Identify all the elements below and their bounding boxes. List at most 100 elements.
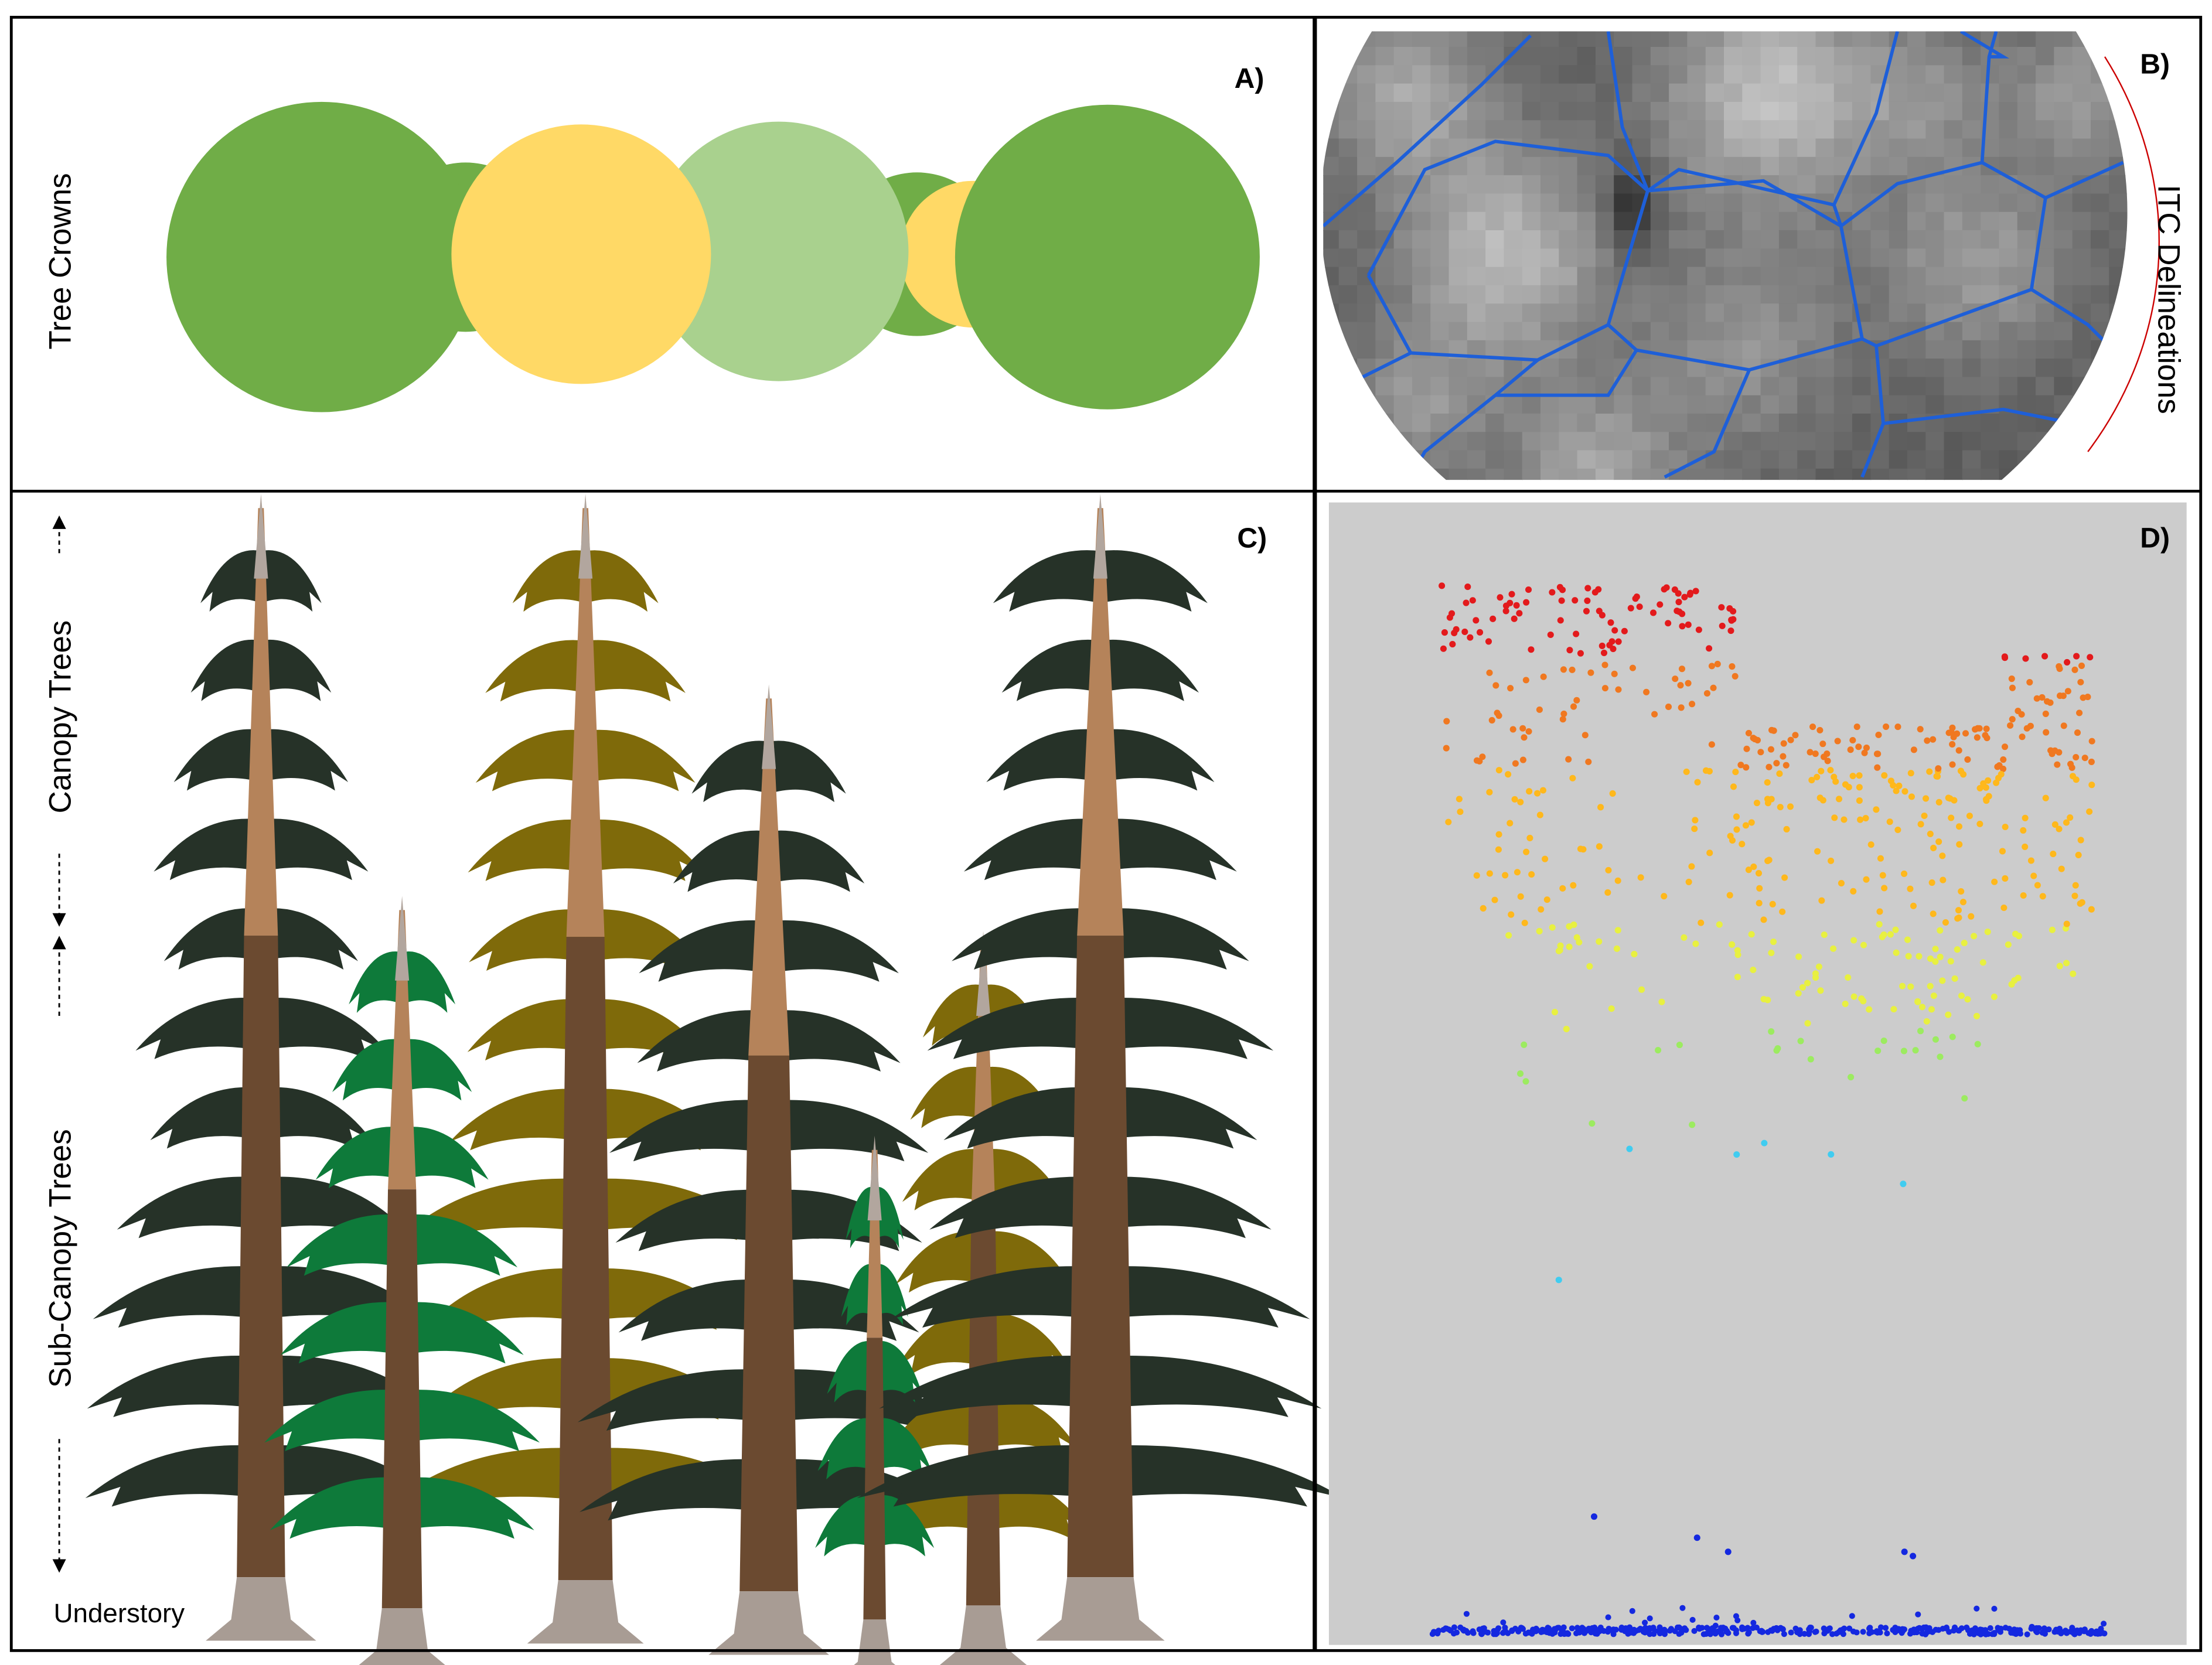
pixel — [1485, 303, 1505, 323]
point — [2076, 709, 2083, 717]
pixel — [1687, 303, 1706, 323]
pixel — [2017, 83, 2037, 103]
branch — [117, 1176, 261, 1238]
pixel — [1632, 83, 1652, 103]
delineation — [1495, 349, 1638, 397]
point — [1915, 1611, 1921, 1618]
point — [1658, 998, 1665, 1005]
point — [1674, 608, 1681, 615]
pixel — [1760, 101, 1780, 121]
pixel — [1723, 47, 1743, 66]
point — [1935, 838, 1942, 845]
point — [1626, 1145, 1633, 1152]
point — [2009, 684, 2016, 691]
point — [1817, 987, 1824, 994]
pixel — [1540, 120, 1560, 139]
pixel — [1540, 193, 1560, 213]
point — [1983, 735, 1991, 742]
pixel — [1852, 230, 1872, 250]
point — [1440, 645, 1447, 652]
pixel — [1870, 156, 1890, 176]
pixel — [1577, 377, 1597, 396]
point — [1964, 996, 1971, 1003]
pixel — [1742, 395, 1761, 415]
point — [1492, 682, 1499, 689]
pixel — [1870, 450, 1890, 470]
pixel — [1944, 450, 1964, 470]
pixel — [1467, 101, 1487, 121]
pixel — [1907, 395, 1927, 415]
pixel — [1669, 47, 1688, 66]
point — [1937, 953, 1944, 961]
point — [1597, 804, 1604, 811]
pixel — [1540, 413, 1560, 433]
point — [1886, 818, 1893, 825]
branch — [983, 1396, 1078, 1457]
pixel — [1650, 83, 1670, 103]
pixel — [2036, 83, 2055, 103]
pixel — [1742, 120, 1761, 139]
point — [1881, 772, 1888, 779]
pixel — [1687, 322, 1706, 341]
pixel — [1797, 65, 1816, 84]
pixel — [2072, 340, 2092, 360]
pixel — [1925, 432, 1945, 451]
pixel — [1467, 377, 1487, 396]
pixel — [1925, 83, 1945, 103]
branch — [769, 1369, 960, 1431]
point — [2063, 920, 2070, 927]
pixel — [1742, 322, 1761, 341]
point — [2077, 900, 2084, 907]
point — [2060, 722, 2067, 729]
pixel — [1577, 248, 1597, 268]
point — [1929, 1629, 1935, 1635]
pixel — [1669, 120, 1688, 139]
pixel — [1448, 248, 1468, 268]
pixel — [1999, 193, 2018, 213]
pixel — [1925, 211, 1945, 231]
point — [1923, 795, 1930, 802]
pixel — [1742, 101, 1761, 121]
point — [1692, 817, 1699, 824]
point — [1904, 936, 1911, 943]
pixel — [1815, 359, 1835, 378]
tree-base — [708, 1591, 829, 1655]
pixel — [2054, 267, 2073, 286]
pixel — [1357, 120, 1376, 139]
pixel — [1742, 230, 1761, 250]
pixel — [2036, 31, 2055, 48]
branch — [402, 1127, 489, 1189]
pixel — [1760, 432, 1780, 451]
pixel — [1430, 395, 1450, 415]
point — [1495, 767, 1502, 774]
pixel — [1559, 230, 1578, 250]
pixel — [1962, 65, 1982, 84]
pixel — [1962, 193, 1982, 213]
point — [2064, 659, 2071, 666]
pixel — [1999, 267, 2018, 286]
pixel — [1833, 285, 1853, 305]
branch — [637, 1010, 769, 1072]
branch — [261, 639, 332, 701]
pixel — [1852, 248, 1872, 268]
point — [1679, 1605, 1686, 1611]
point — [1694, 779, 1701, 786]
pixel — [1467, 193, 1487, 213]
pixel — [1815, 83, 1835, 103]
pixel — [1375, 31, 1395, 48]
pixel — [1540, 248, 1560, 268]
point — [1710, 1625, 1716, 1632]
pixel — [2036, 175, 2055, 195]
point — [2067, 814, 2074, 821]
pixel — [1393, 395, 1413, 415]
pixel — [1815, 120, 1835, 139]
pixel — [1705, 248, 1725, 268]
point — [1572, 597, 1579, 604]
pixel — [1504, 47, 1523, 66]
point — [1478, 1630, 1485, 1637]
pixel — [1632, 377, 1652, 396]
pixel — [1962, 267, 1982, 286]
pixel — [1669, 377, 1688, 396]
pixel — [1723, 432, 1743, 451]
pixel — [1577, 450, 1597, 470]
